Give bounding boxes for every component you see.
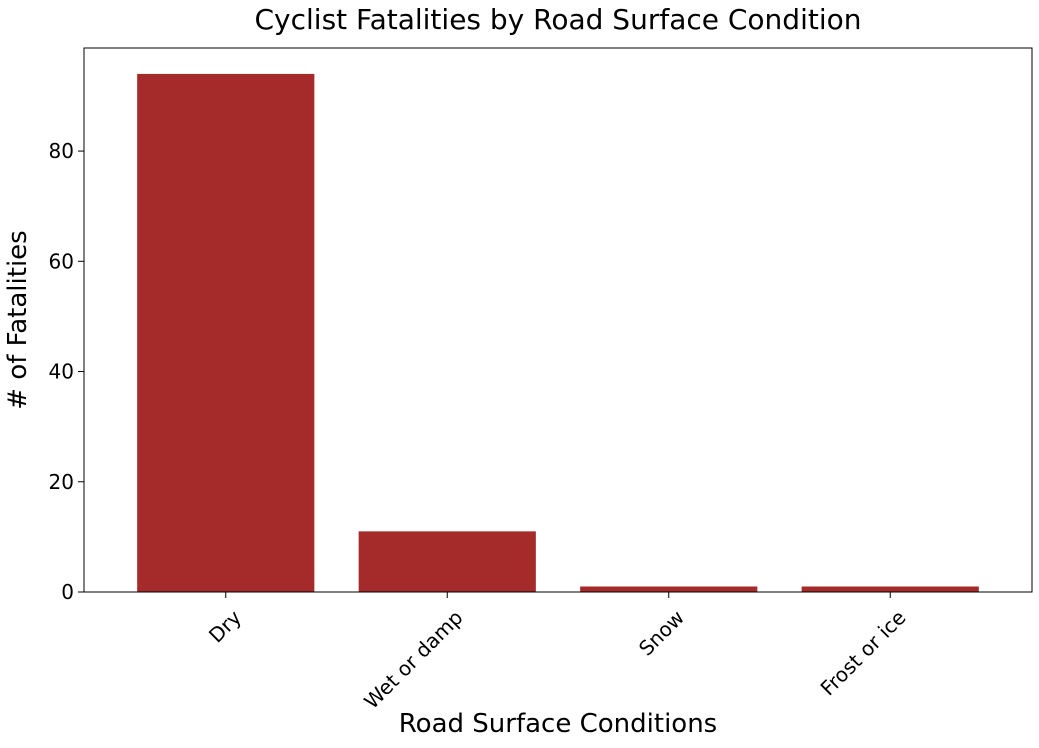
x-tick-label: Wet or damp <box>359 605 467 713</box>
y-axis-label: # of Fatalities <box>3 230 33 409</box>
y-axis: 0 20 40 60 80 <box>49 139 84 604</box>
bar-snow <box>580 586 758 592</box>
y-tick-label: 80 <box>49 139 74 163</box>
y-tick-label: 0 <box>61 580 74 604</box>
x-tick-label: Dry <box>204 605 246 647</box>
x-tick-label: Frost or ice <box>816 605 911 700</box>
chart-title: Cyclist Fatalities by Road Surface Condi… <box>255 3 862 36</box>
x-axis: Dry Wet or damp Snow Frost or ice <box>204 592 911 714</box>
x-tick-label: Snow <box>634 605 689 660</box>
y-tick-label: 40 <box>49 360 74 384</box>
plot-frame <box>83 47 1033 593</box>
x-axis-label: Road Surface Conditions <box>399 709 717 739</box>
y-tick-label: 20 <box>49 470 74 494</box>
bar-wet-or-damp <box>358 531 536 592</box>
y-tick-label: 60 <box>49 249 74 273</box>
bar-dry <box>137 73 315 592</box>
bar-frost-or-ice <box>801 586 979 592</box>
bars-layer <box>137 73 979 592</box>
